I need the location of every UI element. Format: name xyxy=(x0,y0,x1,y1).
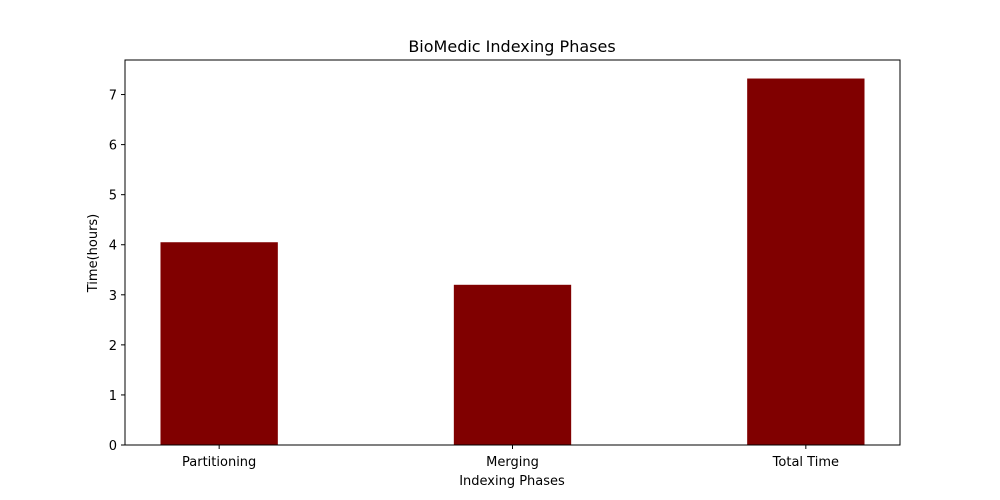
x-tick-label: Merging xyxy=(486,455,539,470)
bar-total-time xyxy=(747,78,865,446)
y-tick-label: 7 xyxy=(109,89,117,104)
y-axis-label: Time(hours) xyxy=(86,214,101,294)
y-ticks-group: 0 1 2 3 4 5 6 7 xyxy=(109,89,125,454)
y-tick-label: 6 xyxy=(109,139,117,154)
y-tick-label: 2 xyxy=(109,339,117,354)
y-tick-label: 0 xyxy=(109,439,117,454)
x-axis-label: Indexing Phases xyxy=(459,474,565,489)
y-tick-label: 3 xyxy=(109,289,117,304)
y-tick-label: 5 xyxy=(109,189,117,204)
chart-title: BioMedic Indexing Phases xyxy=(408,37,615,56)
y-tick-label: 4 xyxy=(109,239,117,254)
x-tick-label: Total Time xyxy=(772,455,839,470)
x-ticks-group: Partitioning Merging Total Time xyxy=(182,445,839,470)
plot-frame xyxy=(124,59,901,446)
y-tick-label: 1 xyxy=(109,389,117,404)
bar-merging xyxy=(453,284,572,445)
bar-partitioning xyxy=(160,242,278,445)
bars-group xyxy=(160,78,865,446)
x-tick-label: Partitioning xyxy=(182,455,256,470)
